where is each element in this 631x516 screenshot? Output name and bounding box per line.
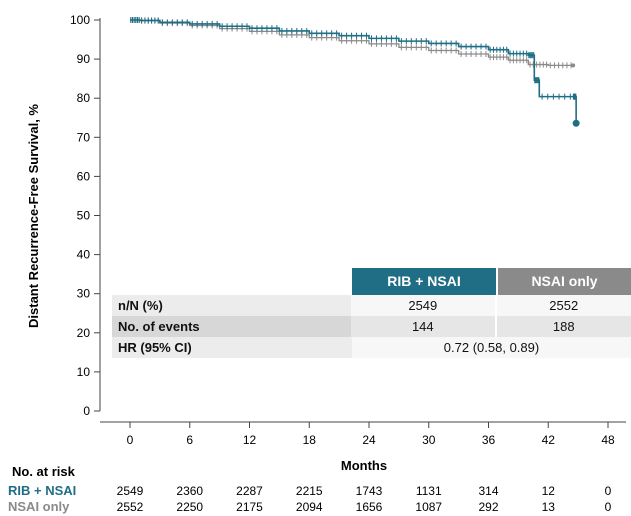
cell-value: 188 xyxy=(494,316,631,337)
at-risk-value: 2552 xyxy=(117,500,144,514)
at-risk-value: 1743 xyxy=(356,484,383,498)
at-risk-value: 13 xyxy=(542,500,556,514)
at-risk-value: 12 xyxy=(542,484,556,498)
y-tick-label: 20 xyxy=(77,326,91,340)
y-tick-label: 90 xyxy=(77,52,91,66)
axes: 0 10 20 30 40 50 60 70 80 90 100 0 6 12 18 24 30 36 42 48 xyxy=(70,13,626,447)
at-risk-table: No. at risk RIB + NSAI 2549 2360 2287 2215 174… xyxy=(8,464,612,514)
at-risk-value: 1131 xyxy=(416,484,442,498)
at-risk-value: 2250 xyxy=(176,500,203,514)
summary-table: RIB + NSAI NSAI only n/N (%) 2549 2552 N… xyxy=(112,268,631,358)
at-risk-value: 1087 xyxy=(415,500,442,514)
x-tick-label: 18 xyxy=(303,433,317,447)
y-axis-label: Distant Recurrence-Free Survival, % xyxy=(26,104,41,328)
y-tick-label: 40 xyxy=(77,248,91,262)
summary-row-n: n/N (%) 2549 2552 xyxy=(112,295,631,316)
cell-value: 144 xyxy=(351,316,495,337)
at-risk-value: 0 xyxy=(605,500,612,514)
at-risk-value: 1656 xyxy=(356,500,383,514)
x-tick-label: 30 xyxy=(422,433,436,447)
x-tick-label: 6 xyxy=(186,433,193,447)
at-risk-title: No. at risk xyxy=(12,464,76,479)
x-tick-label: 36 xyxy=(482,433,496,447)
at-risk-value: 0 xyxy=(605,484,612,498)
row-label: HR (95% CI) xyxy=(118,340,192,355)
x-tick-label: 0 xyxy=(127,433,134,447)
at-risk-value: 2549 xyxy=(117,484,144,498)
y-tick-label: 10 xyxy=(77,365,91,379)
y-tick-label: 0 xyxy=(83,404,90,418)
y-tick-label: 30 xyxy=(77,287,91,301)
at-risk-value: 2175 xyxy=(236,500,263,514)
y-tick-label: 70 xyxy=(77,130,91,144)
y-tick-label: 60 xyxy=(77,169,91,183)
at-risk-row-label: NSAI only xyxy=(8,499,70,514)
at-risk-value: 2287 xyxy=(236,484,263,498)
survival-curves xyxy=(130,17,580,127)
x-tick-label: 48 xyxy=(601,433,615,447)
x-tick-label: 12 xyxy=(243,433,257,447)
at-risk-value: 292 xyxy=(478,500,498,514)
at-risk-value: 314 xyxy=(478,484,498,498)
x-tick-label: 42 xyxy=(542,433,556,447)
x-tick-label: 24 xyxy=(362,433,376,447)
series-end-point xyxy=(572,119,580,127)
summary-header-row: RIB + NSAI NSAI only xyxy=(112,268,631,295)
series-line xyxy=(130,19,577,124)
at-risk-value: 2360 xyxy=(176,484,203,498)
row-label: No. of events xyxy=(118,319,200,334)
y-tick-label: 80 xyxy=(77,91,91,105)
series-end-point xyxy=(571,63,576,68)
at-risk-row-label: RIB + NSAI xyxy=(8,483,76,498)
cell-value: 2552 xyxy=(494,295,631,316)
x-axis-label: Months xyxy=(341,458,387,473)
header-rib-nsai: RIB + NSAI xyxy=(352,268,496,295)
at-risk-value: 2215 xyxy=(296,484,323,498)
header-nsai-only: NSAI only xyxy=(498,268,631,295)
y-tick-label: 50 xyxy=(77,209,91,223)
hr-value: 0.72 (0.58, 0.89) xyxy=(352,337,631,358)
y-tick-label: 100 xyxy=(70,13,90,27)
row-label: n/N (%) xyxy=(118,298,163,313)
summary-row-hr: HR (95% CI) 0.72 (0.58, 0.89) xyxy=(112,337,631,358)
at-risk-value: 2094 xyxy=(296,500,323,514)
cell-value: 2549 xyxy=(351,295,495,316)
summary-row-events: No. of events 144 188 xyxy=(112,316,631,337)
